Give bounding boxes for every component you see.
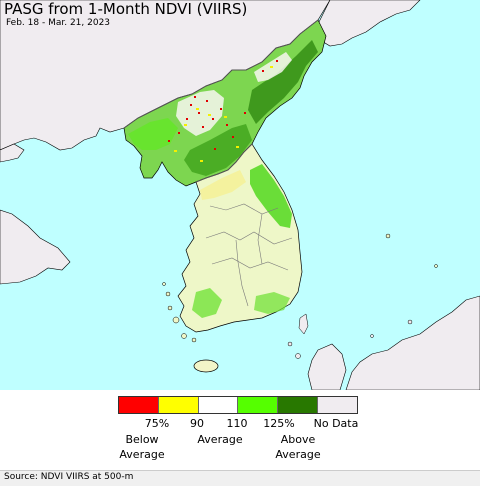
japan-islands	[287, 319, 413, 359]
legend-swatch-0	[119, 397, 159, 413]
dmz-border	[195, 143, 253, 183]
legend-tick-90: 90	[190, 417, 204, 430]
sk-province-borders	[205, 203, 293, 307]
legend-swatch-2	[198, 397, 239, 413]
legend-below-average: Below Average	[119, 433, 165, 461]
source-bar: Source: NDVI VIIRS at 500-m	[0, 470, 480, 486]
legend-average: Average	[197, 433, 243, 446]
sk-green-east	[250, 164, 292, 228]
ulleungdo	[385, 233, 391, 239]
china-nk-border	[123, 19, 319, 129]
legend-above-average: Above Average	[275, 433, 321, 461]
legend-swatch-5	[318, 397, 357, 413]
map-canvas	[0, 0, 480, 390]
legend-swatch-3	[238, 397, 279, 413]
legend-swatch-4	[278, 397, 319, 413]
nk-green-east	[248, 40, 318, 124]
southwest-islands	[162, 282, 197, 343]
legend-tick-75: 75%	[144, 417, 170, 430]
japan-honshu	[345, 295, 480, 390]
map-title: PASG from 1-Month NDVI (VIIRS)	[4, 0, 248, 18]
jeju-island	[193, 359, 219, 373]
shandong-coast	[0, 209, 71, 285]
legend-tick-110: 110	[226, 417, 248, 430]
legend-swatch-1	[158, 397, 199, 413]
japan-tsushima	[298, 313, 309, 335]
sk-green-south	[254, 292, 290, 314]
map-subtitle: Feb. 18 - Mar. 21, 2023	[6, 18, 111, 28]
map-frame: PASG from 1-Month NDVI (VIIRS) Feb. 18 -…	[0, 0, 480, 390]
legend-colorbar	[118, 396, 358, 414]
nk-green-south	[184, 124, 252, 176]
sk-yellow-north	[200, 170, 246, 200]
japan-kyushu	[307, 343, 347, 390]
dokdo	[434, 264, 438, 268]
nk-red-speckles	[168, 60, 278, 150]
liaodong-peninsula	[0, 143, 25, 163]
source-text: Source: NDVI VIIRS at 500-m	[4, 472, 134, 482]
legend-tick-125: 125%	[263, 417, 295, 430]
nk-yellow-speckles	[174, 66, 273, 162]
legend-no-data: No Data	[313, 417, 359, 430]
nk-lightgreen-west	[128, 118, 178, 150]
sk-green-southwest	[192, 288, 222, 318]
